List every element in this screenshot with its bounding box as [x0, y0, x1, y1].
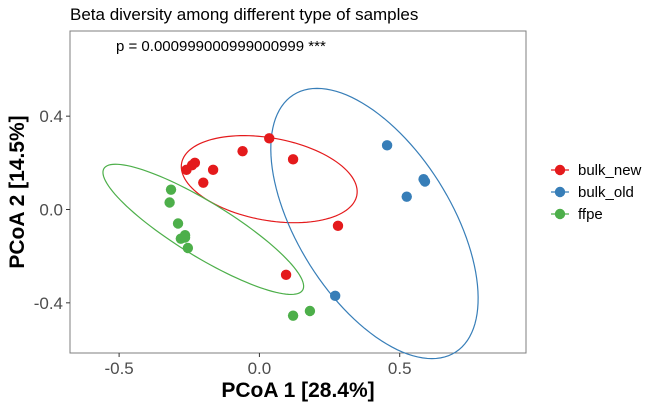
ellipse-ffpe	[102, 163, 305, 296]
legend-label-bulk-new: bulk_new	[578, 162, 642, 179]
y-tick-label: 0.4	[39, 107, 63, 126]
point-bulk-new	[264, 133, 275, 144]
p-value-annotation: p = 0.000999000999000999 ***	[116, 38, 326, 55]
x-tick-label: 0.5	[388, 359, 412, 378]
point-ffpe	[164, 197, 175, 208]
point-bulk-new	[280, 269, 292, 281]
point-bulk-new	[237, 145, 248, 157]
legend-marker-ffpe	[554, 208, 566, 220]
point-bulk-old	[419, 176, 431, 187]
chart-title: Beta diversity among different type of s…	[70, 5, 418, 24]
point-ffpe	[165, 184, 177, 195]
point-bulk-old	[401, 191, 412, 202]
point-ffpe	[179, 232, 191, 243]
x-axis-title: PCoA 1 [28.4%]	[221, 379, 374, 402]
point-bulk-new	[207, 164, 219, 176]
legend-label-ffpe: ffpe	[578, 206, 603, 223]
point-bulk-new	[198, 177, 209, 188]
point-bulk-old	[329, 290, 341, 302]
y-axis: -0.4 0.0 0.4	[34, 107, 70, 313]
plot-panel	[69, 30, 527, 354]
data-points	[164, 133, 431, 321]
point-ffpe	[304, 305, 316, 317]
legend-marker-bulk-new	[554, 164, 566, 176]
legend-marker-bulk-old	[554, 186, 566, 198]
y-axis-title: PCoA 2 [14.5%]	[6, 115, 29, 268]
y-tick-label: 0.0	[39, 201, 63, 220]
ellipse-bulk-new	[180, 135, 358, 224]
y-tick-label: -0.4	[34, 294, 63, 313]
point-bulk-new	[287, 154, 299, 165]
point-ffpe	[172, 218, 184, 229]
ellipse-bulk-old	[270, 87, 479, 360]
point-ffpe	[287, 310, 299, 321]
point-ffpe	[182, 242, 194, 254]
point-bulk-new	[181, 164, 192, 176]
point-bulk-old	[381, 140, 393, 151]
x-tick-label: 0.0	[248, 359, 272, 378]
x-tick-label: -0.5	[104, 359, 133, 378]
point-bulk-new	[332, 220, 344, 232]
x-axis: -0.5 0.0 0.5	[104, 353, 412, 378]
confidence-ellipses	[102, 87, 479, 360]
legend-label-bulk-old: bulk_old	[578, 184, 634, 201]
